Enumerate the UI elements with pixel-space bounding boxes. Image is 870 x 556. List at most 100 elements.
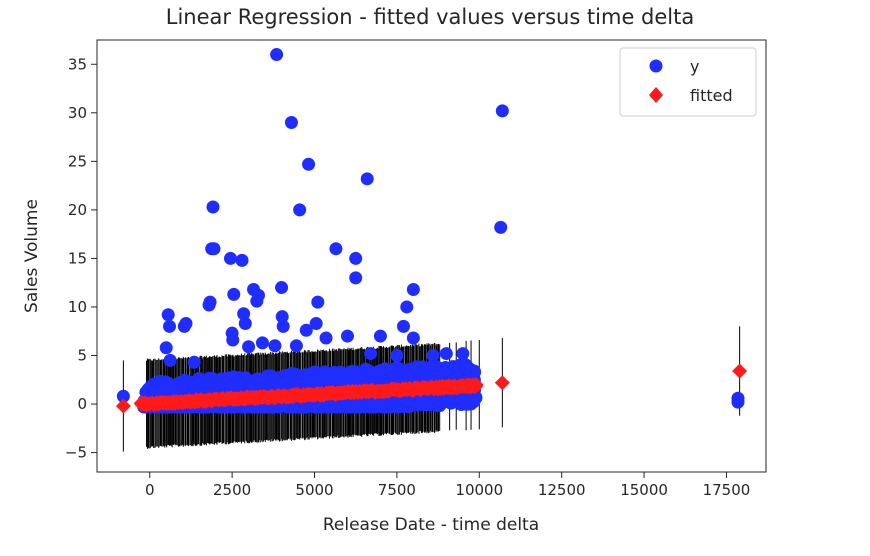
data-point-y <box>309 316 323 330</box>
data-point-y <box>187 355 201 369</box>
data-point-y <box>268 339 282 353</box>
x-tick-label: 15000 <box>620 481 668 499</box>
legend: y fitted <box>619 47 757 117</box>
y-tick-label: 25 <box>68 152 87 170</box>
data-point-y <box>406 282 420 296</box>
x-tick-label: 17500 <box>703 481 751 499</box>
data-point-y <box>327 365 341 379</box>
data-point-fitted <box>133 396 149 412</box>
data-point-y <box>311 295 325 309</box>
y-tick-label: −5 <box>65 444 87 462</box>
data-point-y <box>293 203 307 217</box>
data-point-y <box>270 371 284 385</box>
data-point-y <box>374 400 388 414</box>
data-point-y <box>275 310 289 324</box>
data-point-y <box>202 371 216 385</box>
data-point-y <box>281 400 295 414</box>
data-point-y <box>329 242 343 256</box>
data-point-y <box>390 349 404 363</box>
data-point-y <box>731 395 745 409</box>
y-tick-label: 15 <box>68 249 87 267</box>
x-axis-label: Release Date - time delta <box>323 515 539 535</box>
data-point-y <box>163 319 177 333</box>
legend-marker-y <box>649 59 663 73</box>
data-point-y <box>203 295 217 309</box>
data-point-y <box>163 353 177 367</box>
legend-marker-fitted <box>649 87 663 103</box>
data-point-y <box>116 389 130 403</box>
y-tick-label: 20 <box>68 201 87 219</box>
data-point-fitted <box>115 398 131 414</box>
data-point-y <box>396 396 410 410</box>
data-point-y <box>453 363 467 377</box>
legend-label-y: y <box>690 57 699 76</box>
data-point-y <box>250 294 264 308</box>
y-tick-label: 0 <box>77 395 87 413</box>
data-point-y <box>426 349 440 363</box>
data-point-y <box>227 287 241 301</box>
data-point-y <box>284 116 298 130</box>
legend-box <box>619 47 757 117</box>
data-point-y <box>406 331 420 345</box>
data-point-y <box>495 104 509 118</box>
data-point-y <box>276 319 290 333</box>
x-axis: 0 2500 5000 7500 10000 12500 15000 17500 <box>145 472 750 499</box>
data-point-fitted <box>732 363 748 379</box>
y-axis: −5 0 5 10 15 20 25 30 35 <box>65 55 97 462</box>
series-fitted-points <box>115 363 748 414</box>
data-point-y <box>179 316 193 330</box>
legend-label-fitted: fitted <box>690 86 733 105</box>
data-point-y <box>257 378 271 392</box>
data-point-y <box>299 323 313 337</box>
chart-title: Linear Regression - fitted values versus… <box>166 5 695 29</box>
data-point-y <box>349 251 363 265</box>
data-point-y <box>439 347 453 361</box>
data-point-y <box>396 319 410 333</box>
data-point-y <box>302 157 316 171</box>
y-tick-label: 35 <box>68 55 87 73</box>
data-point-y <box>364 365 378 379</box>
plot-frame <box>96 39 767 473</box>
data-point-y <box>319 331 333 345</box>
data-point-y <box>255 336 269 350</box>
y-axis-label: Sales Volume <box>22 199 42 313</box>
data-point-y <box>340 329 354 343</box>
y-tick-label: 5 <box>77 347 87 365</box>
y-tick-label: 30 <box>68 104 87 122</box>
data-point-y <box>373 329 387 343</box>
data-point-y <box>207 242 221 256</box>
data-point-y <box>364 347 378 361</box>
x-tick-label: 12500 <box>538 481 586 499</box>
y-tick-label: 10 <box>68 298 87 316</box>
data-point-y <box>270 48 284 62</box>
data-point-y <box>237 307 251 321</box>
data-point-fitted <box>468 377 484 393</box>
data-point-y <box>159 341 173 355</box>
data-point-y <box>226 333 240 347</box>
data-point-y <box>235 253 249 267</box>
data-point-y <box>306 399 320 413</box>
data-point-y <box>233 371 247 385</box>
data-point-y <box>303 370 317 384</box>
data-point-y <box>275 281 289 295</box>
x-tick-label: 7500 <box>378 481 416 499</box>
data-point-y <box>349 271 363 285</box>
x-tick-label: 2500 <box>213 481 251 499</box>
data-point-y <box>456 347 470 361</box>
data-point-y <box>206 200 220 214</box>
data-point-y <box>402 369 416 383</box>
data-point-y <box>289 339 303 353</box>
data-point-y <box>238 316 252 330</box>
data-point-fitted <box>494 375 510 391</box>
data-point-y <box>223 251 237 265</box>
x-tick-label: 5000 <box>295 481 333 499</box>
data-point-y <box>350 400 364 414</box>
x-tick-label: 0 <box>145 481 155 499</box>
data-point-y <box>161 308 175 322</box>
data-point-y <box>242 340 256 354</box>
data-point-y <box>360 172 374 186</box>
data-point-y <box>400 300 414 314</box>
data-point-y <box>494 220 508 234</box>
x-tick-label: 10000 <box>455 481 503 499</box>
